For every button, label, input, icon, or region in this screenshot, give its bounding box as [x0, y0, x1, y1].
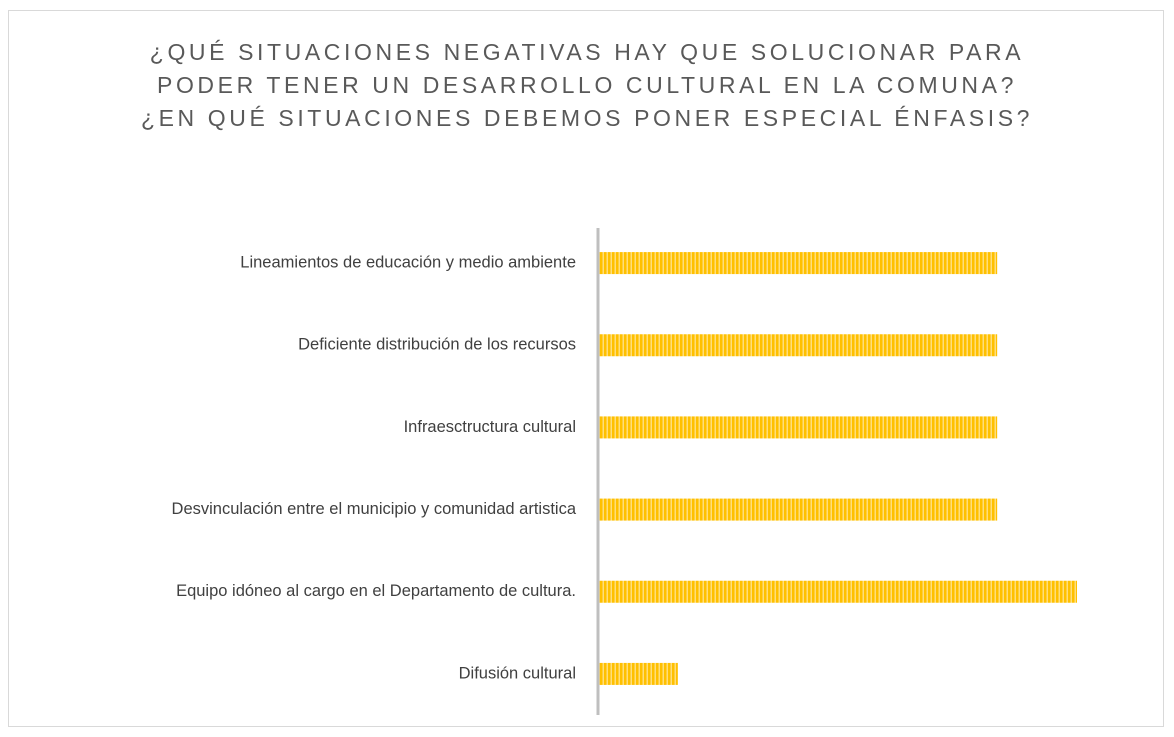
- y-tick-label: Deficiente distribución de los recursos: [298, 336, 576, 354]
- bar: [598, 580, 1077, 603]
- y-tick-label: Desvinculación entre el municipio y comu…: [172, 500, 577, 518]
- bar: [598, 498, 998, 521]
- bar: [598, 252, 998, 275]
- y-tick-label: Equipo idóneo al cargo en el Departament…: [176, 582, 576, 600]
- y-tick-label: Infraesctructura cultural: [404, 418, 576, 436]
- bar: [598, 334, 998, 357]
- bar: [598, 662, 678, 685]
- chart-title: ¿QUÉ SITUACIONES NEGATIVAS HAY QUE SOLUC…: [140, 39, 1034, 131]
- y-tick-label: Lineamientos de educación y medio ambien…: [240, 253, 576, 271]
- y-tick-label: Difusión cultural: [459, 664, 576, 682]
- chart-frame: [8, 10, 1164, 727]
- bar: [598, 416, 998, 439]
